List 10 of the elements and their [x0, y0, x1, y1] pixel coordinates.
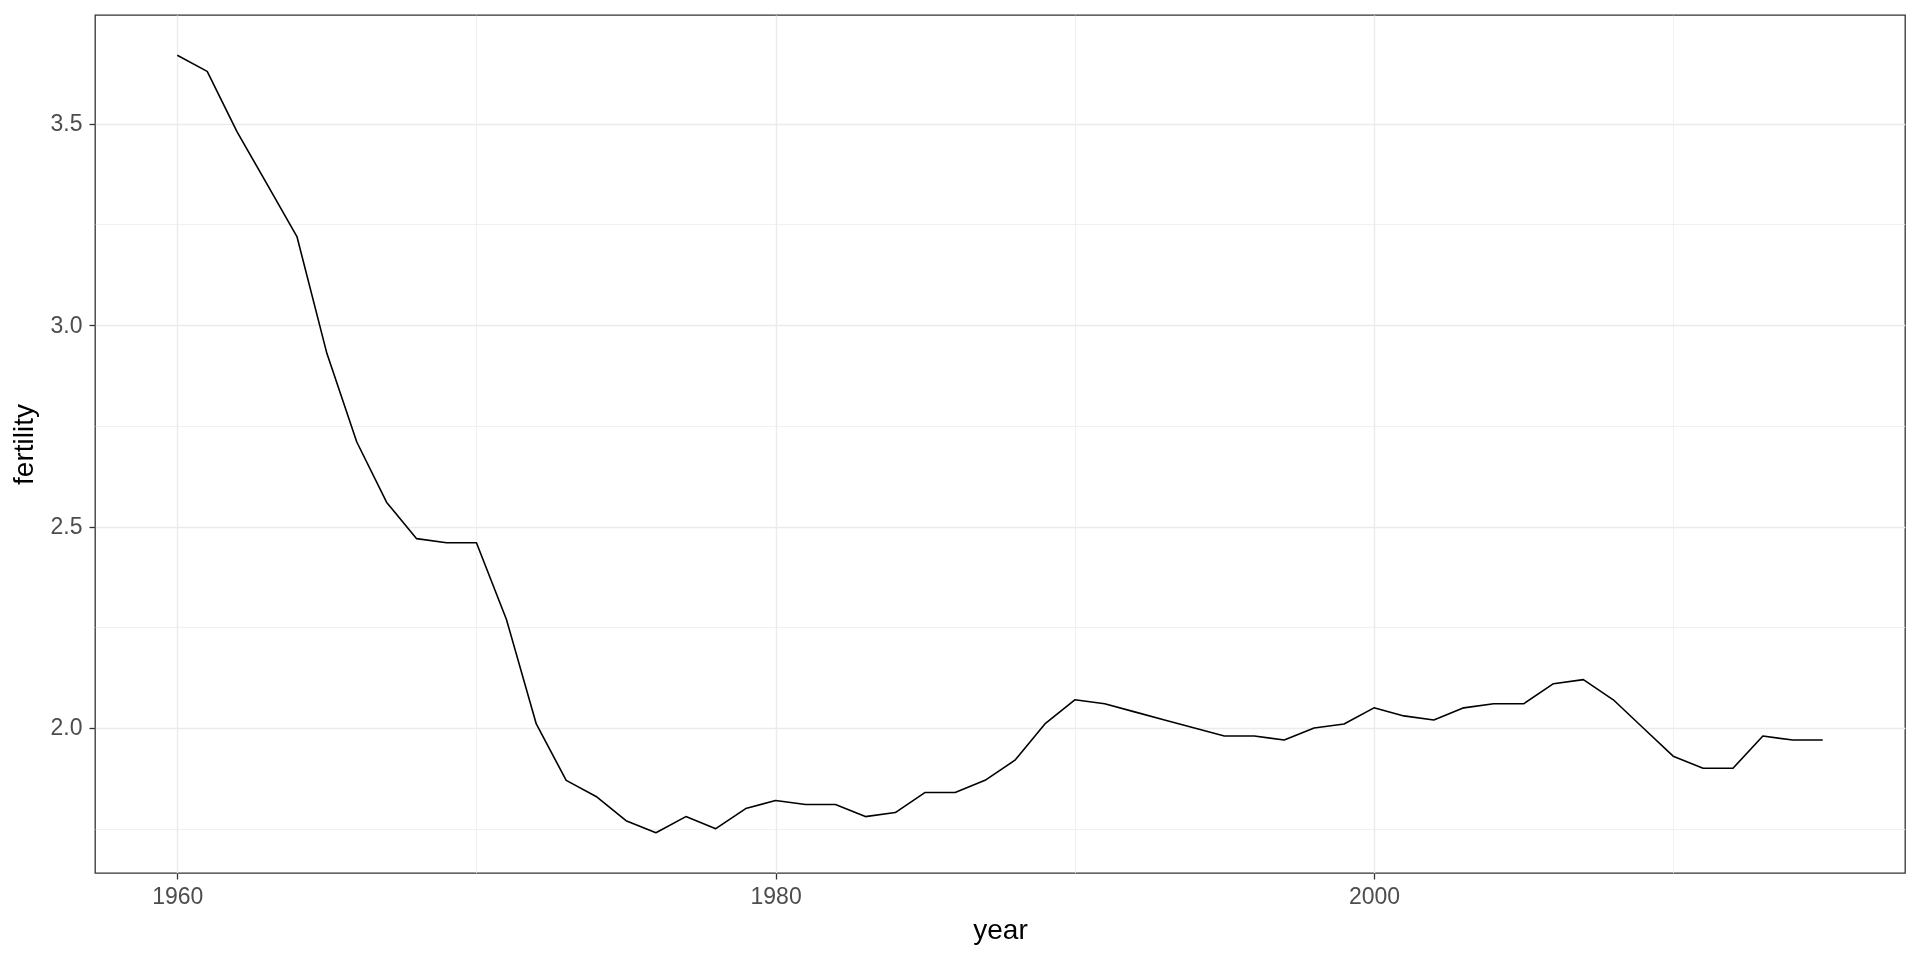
- x-tick-label: 2000: [1348, 882, 1401, 909]
- x-tick-label: 1980: [750, 882, 802, 909]
- y-axis-title: fertility: [7, 404, 39, 485]
- x-axis-title: year: [973, 913, 1028, 945]
- y-tick-label: 3.5: [50, 110, 83, 137]
- y-tick-label: 3.0: [50, 311, 83, 338]
- line-series: [176, 54, 1824, 834]
- x-tick-label: 1960: [152, 882, 204, 909]
- y-tick-label: 2.5: [50, 513, 83, 540]
- y-tick-label: 2.0: [50, 714, 83, 741]
